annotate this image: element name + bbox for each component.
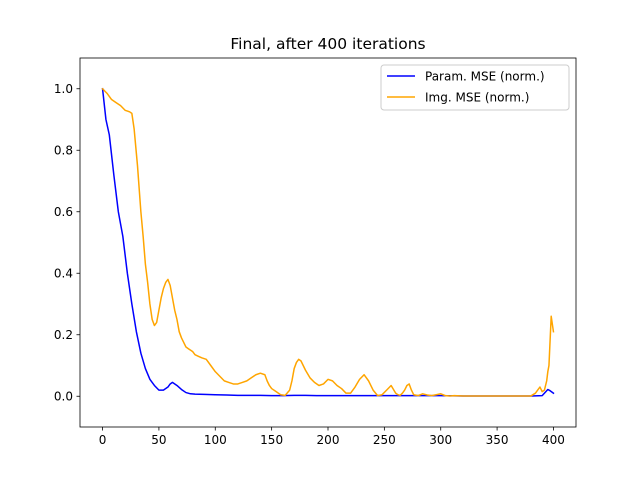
x-tick-label: 400 [542, 433, 565, 447]
y-tick-label: 0.4 [54, 267, 73, 281]
x-tick-label: 150 [260, 433, 283, 447]
x-tick-label: 100 [204, 433, 227, 447]
y-tick-label: 0.0 [54, 390, 73, 404]
x-tick-label: 50 [151, 433, 166, 447]
x-tick-label: 300 [429, 433, 452, 447]
legend-label-1: Param. MSE (norm.) [425, 70, 545, 84]
y-tick-label: 0.2 [54, 328, 73, 342]
x-tick-label: 250 [373, 433, 396, 447]
series-line-2 [101, 87, 555, 397]
x-tick-label: 200 [317, 433, 340, 447]
y-tick-label: 0.6 [54, 205, 73, 219]
x-tick-label: 350 [486, 433, 509, 447]
legend-box [380, 64, 570, 111]
plot-area [101, 87, 555, 397]
x-tick-label: 0 [99, 433, 107, 447]
legend: Param. MSE (norm.) Img. MSE (norm.) [380, 64, 570, 111]
y-tick-label: 1.0 [54, 82, 73, 96]
chart-title: Final, after 400 iterations [230, 35, 425, 53]
axes: 0 50 100 150 200 250 300 350 400 0.0 0.2 0.4 0.6 0.8 1… [54, 57, 577, 447]
legend-label-2: Img. MSE (norm.) [425, 91, 529, 105]
y-tick-label: 0.8 [54, 144, 73, 158]
